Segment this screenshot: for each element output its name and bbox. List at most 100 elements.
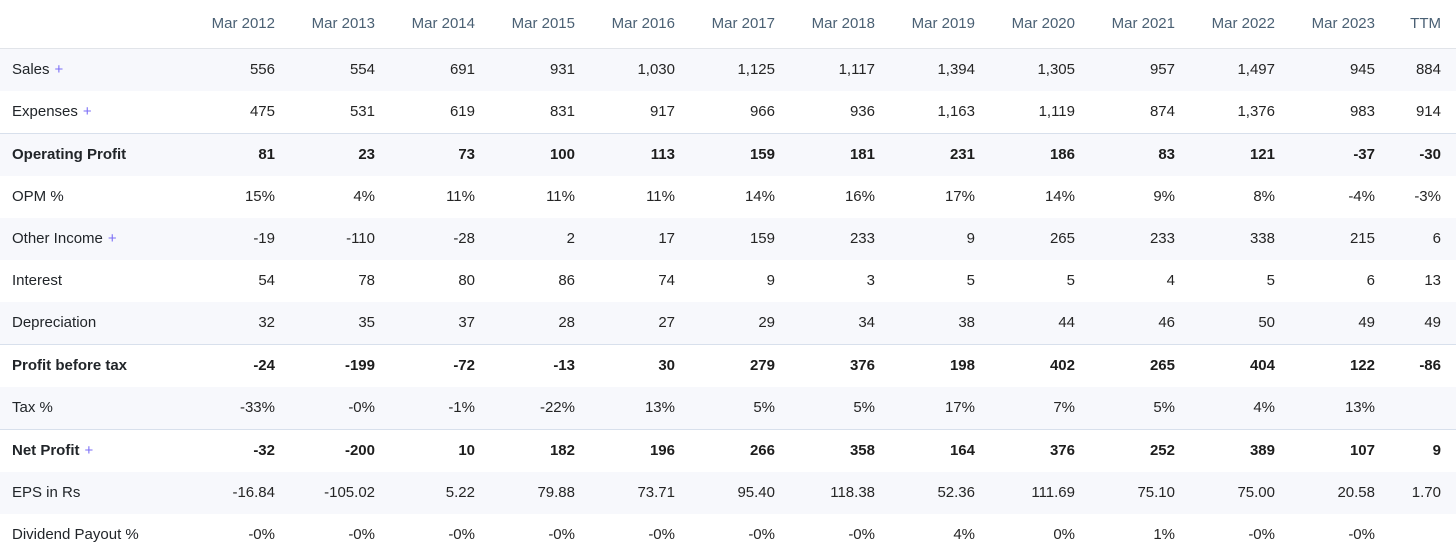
cell-value: 5% <box>1075 387 1175 430</box>
row-label-text: Operating Profit <box>12 146 126 163</box>
expand-row-plus-link[interactable]: + <box>108 230 117 247</box>
cell-value: 1,497 <box>1175 49 1275 92</box>
cell-value: 164 <box>875 430 975 473</box>
row-label: Interest <box>0 260 175 302</box>
cell-value: 17 <box>575 218 675 260</box>
row-label: Depreciation <box>0 302 175 345</box>
row-label: Expenses+ <box>0 91 175 134</box>
cell-value: 554 <box>275 49 375 92</box>
expand-row-plus-link[interactable]: + <box>55 61 64 78</box>
cell-value: -0% <box>175 514 275 556</box>
cell-value: 44 <box>975 302 1075 345</box>
cell-value: 7% <box>975 387 1075 430</box>
cell-value: 265 <box>975 218 1075 260</box>
cell-value: 73.71 <box>575 472 675 514</box>
cell-value: 50 <box>1175 302 1275 345</box>
cell-value: 54 <box>175 260 275 302</box>
cell-value: 1,394 <box>875 49 975 92</box>
column-header: Mar 2023 <box>1275 0 1375 49</box>
cell-value: 32 <box>175 302 275 345</box>
cell-value: 4% <box>1175 387 1275 430</box>
cell-value: 1,125 <box>675 49 775 92</box>
cell-value: 159 <box>675 218 775 260</box>
expand-row-plus-link[interactable]: + <box>85 442 94 459</box>
cell-value: 80 <box>375 260 475 302</box>
cell-value: 17% <box>875 387 975 430</box>
cell-value: 14% <box>975 176 1075 218</box>
row-label-text: Sales <box>12 61 50 78</box>
cell-value: 15% <box>175 176 275 218</box>
cell-value: 14% <box>675 176 775 218</box>
cell-value: 831 <box>475 91 575 134</box>
cell-value <box>1375 514 1456 556</box>
cell-value: 9% <box>1075 176 1175 218</box>
cell-value: 75.00 <box>1175 472 1275 514</box>
cell-value: -0% <box>675 514 775 556</box>
cell-value: 5.22 <box>375 472 475 514</box>
cell-value: -0% <box>575 514 675 556</box>
cell-value: -4% <box>1275 176 1375 218</box>
cell-value: 556 <box>175 49 275 92</box>
cell-value: 404 <box>1175 345 1275 388</box>
cell-value: 49 <box>1275 302 1375 345</box>
cell-value: 6 <box>1275 260 1375 302</box>
cell-value: 402 <box>975 345 1075 388</box>
cell-value: 13 <box>1375 260 1456 302</box>
cell-value: 945 <box>1275 49 1375 92</box>
column-header: Mar 2016 <box>575 0 675 49</box>
cell-value: 182 <box>475 430 575 473</box>
cell-value: 5% <box>675 387 775 430</box>
row-label: Net Profit+ <box>0 430 175 473</box>
row-label-text: OPM % <box>12 188 64 205</box>
cell-value: 6 <box>1375 218 1456 260</box>
cell-value: -22% <box>475 387 575 430</box>
cell-value: 196 <box>575 430 675 473</box>
cell-value: 23 <box>275 134 375 177</box>
cell-value: -28 <box>375 218 475 260</box>
cell-value: 79.88 <box>475 472 575 514</box>
row-label-text: EPS in Rs <box>12 484 80 501</box>
cell-value: 113 <box>575 134 675 177</box>
row-label: OPM % <box>0 176 175 218</box>
cell-value: 5 <box>975 260 1075 302</box>
cell-value: 389 <box>1175 430 1275 473</box>
cell-value: 376 <box>975 430 1075 473</box>
cell-value: 16% <box>775 176 875 218</box>
cell-value: 5 <box>1175 260 1275 302</box>
table-row: Tax %-33%-0%-1%-22%13%5%5%17%7%5%4%13% <box>0 387 1456 430</box>
cell-value: 111.69 <box>975 472 1075 514</box>
cell-value: 83 <box>1075 134 1175 177</box>
cell-value: 8% <box>1175 176 1275 218</box>
cell-value: 121 <box>1175 134 1275 177</box>
cell-value: -200 <box>275 430 375 473</box>
cell-value: 27 <box>575 302 675 345</box>
cell-value: 11% <box>475 176 575 218</box>
cell-value: 11% <box>375 176 475 218</box>
expand-row-plus-link[interactable]: + <box>83 103 92 120</box>
cell-value: 475 <box>175 91 275 134</box>
cell-value: 1.70 <box>1375 472 1456 514</box>
row-label: Other Income+ <box>0 218 175 260</box>
cell-value: 1,117 <box>775 49 875 92</box>
cell-value: 13% <box>575 387 675 430</box>
column-header: Mar 2015 <box>475 0 575 49</box>
column-header: Mar 2018 <box>775 0 875 49</box>
table-row: Dividend Payout %-0%-0%-0%-0%-0%-0%-0%4%… <box>0 514 1456 556</box>
cell-value: 10 <box>375 430 475 473</box>
cell-value: -24 <box>175 345 275 388</box>
column-header: Mar 2014 <box>375 0 475 49</box>
cell-value: 966 <box>675 91 775 134</box>
cell-value: 358 <box>775 430 875 473</box>
cell-value: 9 <box>1375 430 1456 473</box>
row-label-text: Tax % <box>12 399 53 416</box>
cell-value: 38 <box>875 302 975 345</box>
row-label-column-header <box>0 0 175 49</box>
cell-value: 884 <box>1375 49 1456 92</box>
column-header: TTM <box>1375 0 1456 49</box>
row-label: Operating Profit <box>0 134 175 177</box>
cell-value: 28 <box>475 302 575 345</box>
